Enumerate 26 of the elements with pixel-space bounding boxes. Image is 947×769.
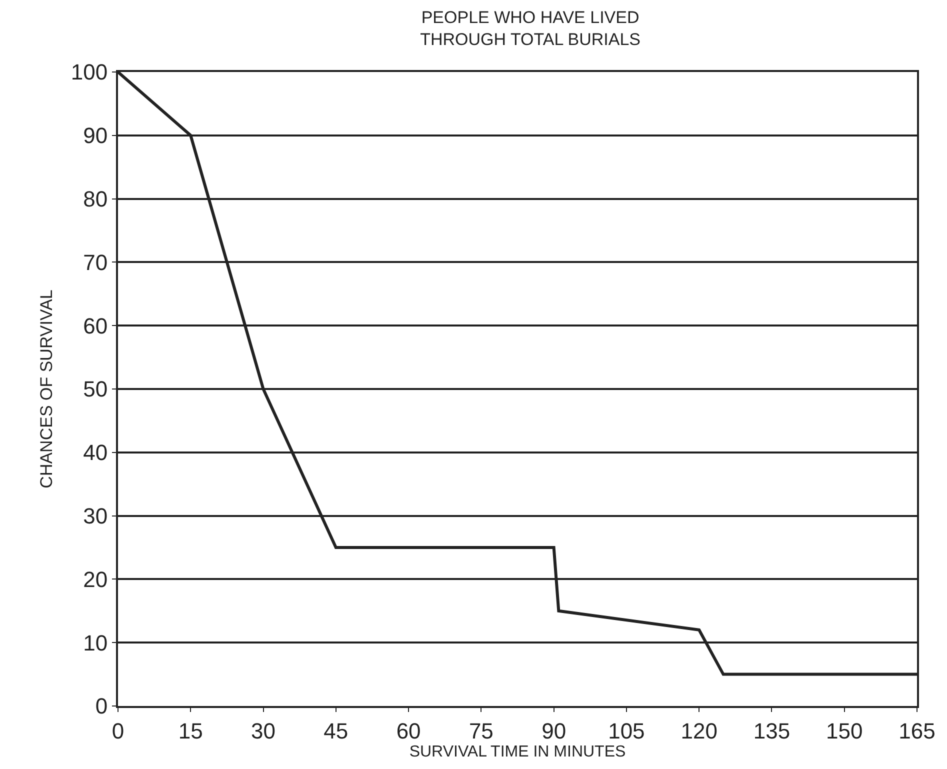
y-tick-label: 50 xyxy=(83,376,108,402)
x-tick-label: 90 xyxy=(542,718,566,744)
y-tick-label: 10 xyxy=(83,630,108,656)
chart-title: PEOPLE WHO HAVE LIVED THROUGH TOTAL BURIALS xyxy=(420,8,641,50)
x-axis-title: SURVIVAL TIME IN MINUTES xyxy=(409,743,626,760)
y-tick-label: 30 xyxy=(83,504,108,528)
y-tick-label: 70 xyxy=(83,250,108,275)
x-tick-label: 120 xyxy=(680,718,718,744)
x-tick-label: 45 xyxy=(324,718,348,744)
x-tick-label: 165 xyxy=(898,718,936,744)
x-tick-label: 0 xyxy=(112,718,124,744)
x-tick-label: 150 xyxy=(826,718,863,744)
y-axis-title: CHANCES OF SURVIVAL xyxy=(36,290,56,488)
y-tick-label: 60 xyxy=(83,313,108,338)
y-tick-label: 40 xyxy=(83,440,108,466)
x-tick-label: 15 xyxy=(178,718,203,744)
y-tick-label: 0 xyxy=(95,694,108,719)
x-tick-label: 135 xyxy=(753,718,790,744)
x-tick-label: 30 xyxy=(251,718,276,744)
y-tick-label: 20 xyxy=(83,566,108,592)
x-tick-label: 105 xyxy=(608,718,645,744)
x-tick-label: 60 xyxy=(396,718,421,744)
y-tick-label: 80 xyxy=(83,186,108,212)
y-tick-label: 90 xyxy=(83,123,108,148)
x-tick-label: 75 xyxy=(468,718,494,744)
y-tick-label: 100 xyxy=(70,60,108,85)
